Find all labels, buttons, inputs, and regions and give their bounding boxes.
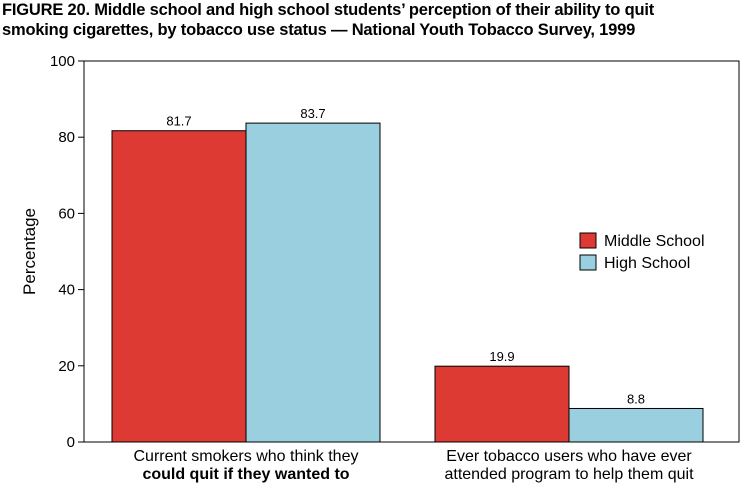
legend-swatch-middle-school xyxy=(579,232,597,249)
data-label-high-school-0: 83.7 xyxy=(300,106,325,121)
data-label-high-school-1: 8.8 xyxy=(627,391,645,406)
x-category-label-0-line-1: could quit if they wanted to xyxy=(142,466,349,483)
bar-middle-school-0 xyxy=(111,130,247,443)
bar-high-school-0 xyxy=(245,122,381,443)
y-tick-label-80: 80 xyxy=(58,129,75,146)
legend-label-middle-school: Middle School xyxy=(604,233,705,250)
y-tick-label-60: 60 xyxy=(58,205,75,222)
x-category-label-1-line-1: attended program to help them quit xyxy=(444,466,694,483)
chart-title: FIGURE 20. Middle school and high school… xyxy=(2,0,749,40)
bar-middle-school-1 xyxy=(434,365,570,443)
legend-label-high-school: High School xyxy=(604,255,690,272)
y-axis-label: Percentage xyxy=(20,208,39,295)
chart-title-line-2: smoking cigarettes, by tobacco use statu… xyxy=(2,21,636,39)
y-tick-label-20: 20 xyxy=(58,358,75,375)
chart-title-line-1: FIGURE 20. Middle school and high school… xyxy=(2,1,655,19)
data-label-middle-school-0: 81.7 xyxy=(166,114,191,129)
bar-high-school-1 xyxy=(568,407,704,443)
x-category-label-0-line-0: Current smokers who think they xyxy=(134,448,359,465)
legend-swatch-high-school xyxy=(579,254,597,271)
x-category-label-1-line-0: Ever tobacco users who have ever xyxy=(446,448,692,465)
plot-frame xyxy=(83,60,740,443)
y-tick-label-0: 0 xyxy=(67,434,75,451)
y-tick-label-40: 40 xyxy=(58,282,75,299)
y-tick-label-100: 100 xyxy=(50,53,75,70)
data-label-middle-school-1: 19.9 xyxy=(489,349,514,364)
